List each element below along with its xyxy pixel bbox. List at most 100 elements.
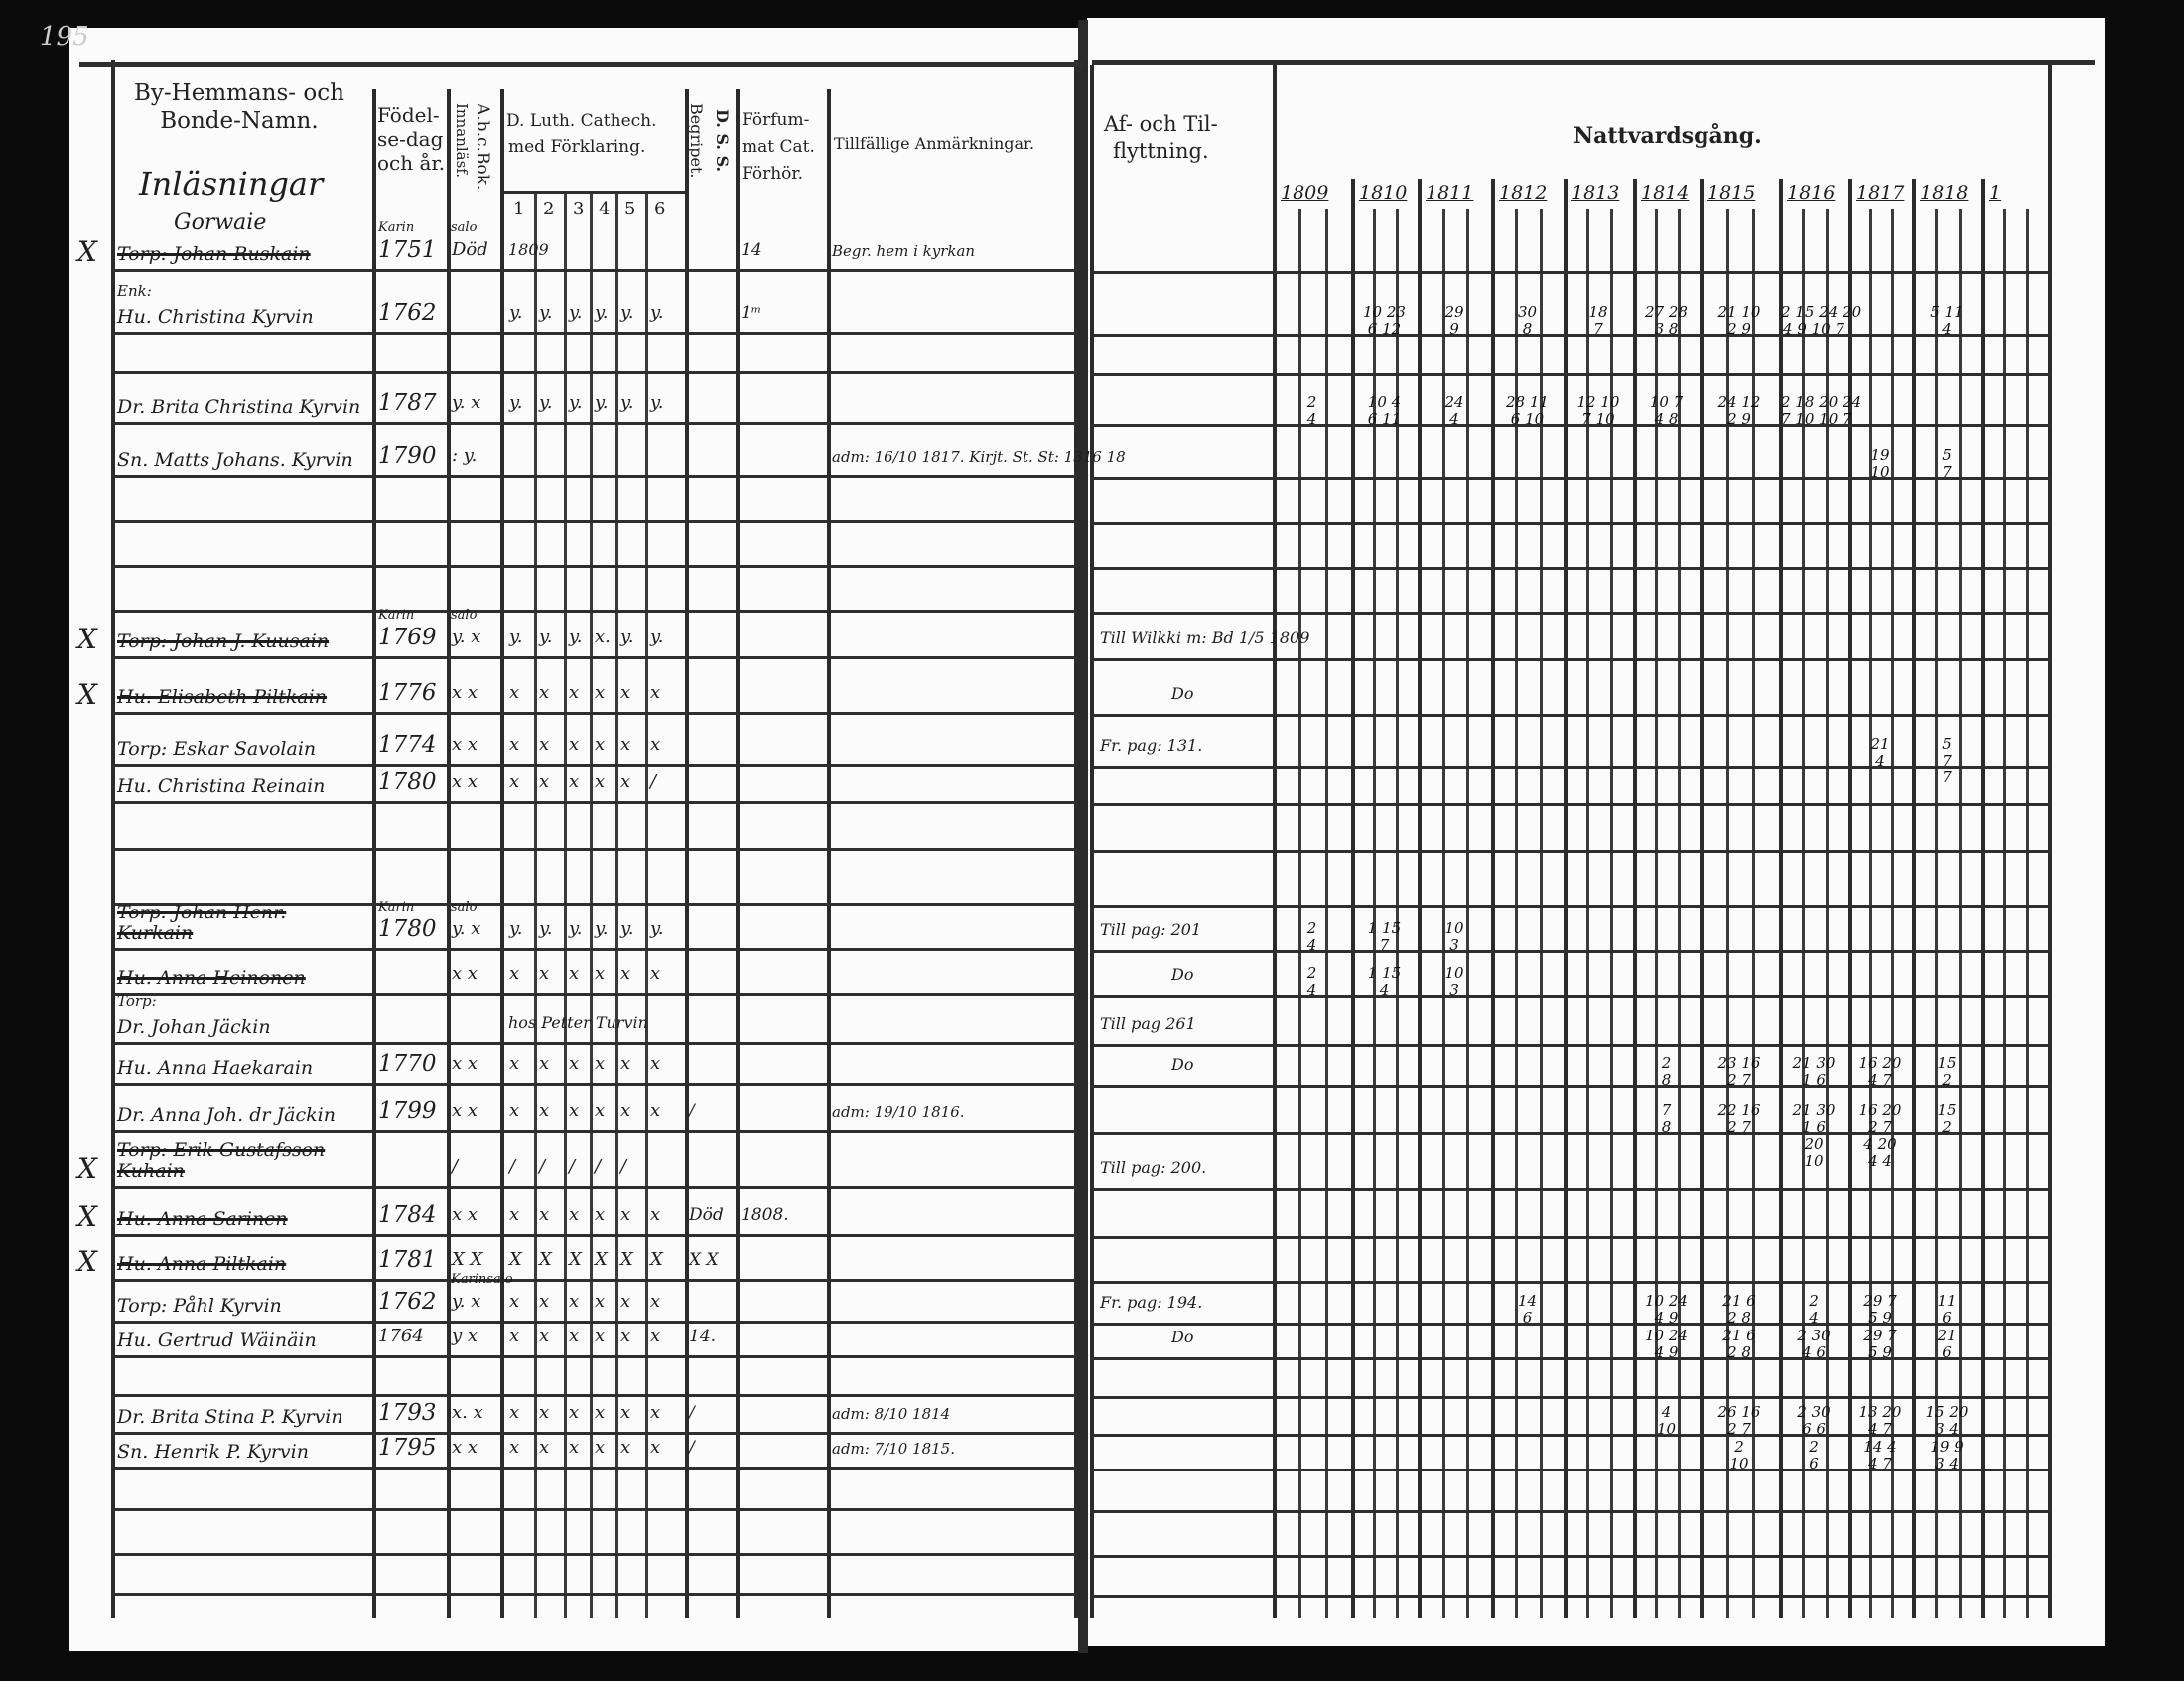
communion-dates: 27 28 3 8 [1645,303,1688,338]
column-rule [500,89,504,1618]
communion-dates: 1 15 7 [1367,919,1402,954]
catechism-mark: y. [650,627,664,647]
column-rule [447,89,451,1618]
catechism-mark: y. [595,302,609,323]
catechism-mark: x [509,1437,520,1458]
person-name: Dr. Anna Joh. dr Jäckin [117,1104,336,1126]
communion-dates: 2 30 6 6 [1797,1403,1831,1438]
header-remarks: Tillfällige Anmärkningar. [834,134,1035,153]
catechism-mark: x [539,1437,550,1458]
row-rule [1092,373,2051,376]
abc-note: salo [451,220,478,235]
person-name: Torp: Påhl Kyrvin [117,1295,282,1317]
catechism-part-number: 3 [573,199,585,219]
catechism-mark: X [509,1249,522,1270]
column-rule [1890,209,1894,1618]
deleted-mark: X [77,1152,97,1185]
abc-mark: x x [452,771,478,792]
communion-dates: 5 7 7 [1942,735,1952,786]
row-rule [1092,1434,2051,1437]
communion-dates: 21 6 2 8 [1722,1292,1756,1327]
column-rule [1441,209,1445,1618]
row-rule [111,801,1076,804]
row-rule [111,520,1076,523]
move-note: Till pag: 200. [1100,1158,1207,1177]
column-rule [1779,179,1783,1618]
catechism-mark: x [595,734,606,755]
catechism-mark: / [595,1156,602,1177]
row-rule [1092,1396,2051,1399]
move-note: Do [1171,684,1194,703]
catechism-mark: x [569,734,580,755]
row-rule [111,1508,1076,1511]
communion-dates: 24 12 2 9 [1717,393,1761,428]
year-label: 1814 [1641,182,1690,204]
abc-mark: y. x [452,392,481,413]
catechism-mark: x [620,734,631,755]
column-rule [1935,209,1939,1618]
row-rule [1092,522,2051,525]
column-rule [1273,65,1277,1618]
row-rule [1092,271,2051,274]
person-name: Hu. Anna Haekarain [117,1057,314,1079]
row-rule [111,1279,1076,1282]
catechism-mark: X [595,1249,608,1270]
communion-dates: 2 30 4 6 [1797,1327,1831,1361]
column-rule [1586,209,1590,1618]
person-name: Hu. Elisabeth Piltkain [117,686,328,708]
header-begripet: Begripet. [687,103,706,179]
deleted-mark: X [77,623,97,655]
communion-dates: 26 16 2 7 [1717,1403,1761,1438]
communion-dates: 19 10 [1870,446,1890,481]
birth-year: 1776 [378,680,437,706]
communion-dates: 13 20 4 7 [1858,1403,1902,1438]
row-rule [111,1234,1076,1237]
column-rule [1074,60,1078,1618]
begripet-mark: / [689,1101,695,1121]
catechism-mark: x [650,1326,661,1346]
communion-dates: 29 9 [1444,303,1464,338]
column-rule [1418,179,1422,1618]
communion-dates: 16 20 4 7 [1858,1054,1902,1089]
move-note: Fr. pag: 131. [1100,736,1203,755]
person-name: Dr. Brita Stina P. Kyrvin [117,1406,343,1428]
communion-dates: 21 6 [1937,1327,1957,1361]
column-rule [1912,179,1916,1618]
communion-dates: 16 20 2 7 4 20 4 4 [1858,1101,1902,1170]
catechism-mark: / [650,771,657,792]
communion-dates: 2 10 [1729,1438,1749,1472]
year-label: 1811 [1426,182,1474,204]
top-rule [79,62,1082,67]
catechism-mark: x [620,682,631,703]
column-rule [1090,65,1094,1618]
catechism-mark: y. [539,302,553,323]
catechism-mark: x [595,1291,606,1312]
catechism-mark: x [509,1100,520,1121]
column-rule [827,89,831,1618]
catechism-mark: y. [509,918,523,939]
row-rule [111,903,1076,906]
birth-year: 1787 [378,390,437,416]
move-note: Do [1171,965,1194,984]
header-catechism: D. Luth. Cathech. [506,111,657,131]
move-note: Fr. pag: 194. [1100,1293,1203,1312]
column-rule [736,89,740,1618]
page-number: 195 [40,22,89,52]
catechism-mark: y. [569,627,583,647]
communion-dates: 19 9 3 4 [1930,1438,1964,1472]
row-rule [1092,850,2051,853]
communion-dates: 10 3 [1444,919,1464,954]
communion-dates: 2 4 [1306,964,1317,999]
catechism-mark: x [569,1326,580,1346]
row-rule [1092,1555,2051,1558]
abc-mark: y. x [452,627,481,647]
row-rule [1092,567,2051,570]
row-rule [1092,658,2051,661]
catechism-mark: x [620,1100,631,1121]
row-rule [111,565,1076,568]
book-gutter [1078,20,1088,1653]
catechism-mark: x [620,1053,631,1074]
catechism-mark: x [539,1402,550,1423]
move-note: Till pag: 201 [1100,920,1202,939]
catechism-mark: x [595,963,606,984]
